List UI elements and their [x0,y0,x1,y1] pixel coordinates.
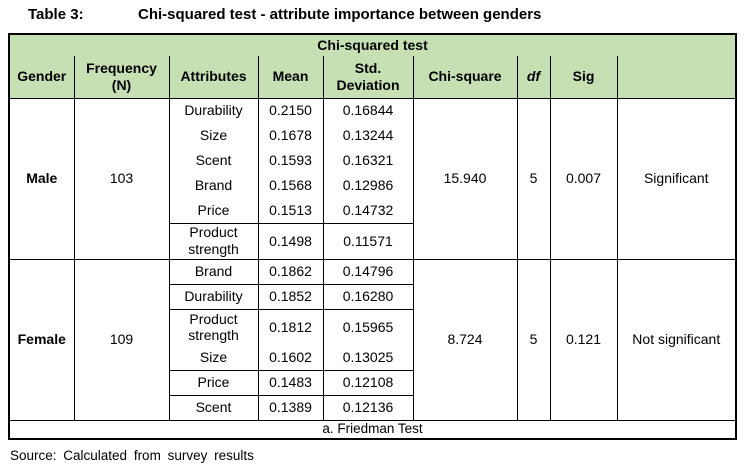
gender-cell: Male [8,98,75,260]
frequency-cell: 109 [73,259,170,421]
std-cell: 0.14796 [322,259,414,285]
std-cell: 0.16321 [322,148,414,173]
std-cell: 0.12986 [322,173,414,198]
frequency-cell: 103 [73,98,170,260]
mean-cell: 0.1678 [257,123,324,148]
attribute-cell: Brand [168,173,259,198]
column-header-sig: Sig [549,56,618,99]
attribute-cell: Size [168,123,259,148]
column-header-gender: Gender [8,56,75,99]
mean-cell: 0.1812 [257,309,324,345]
attribute-cell: Scent [168,395,259,421]
attribute-cell: Brand [168,259,259,285]
attribute-cell: Product strength [168,309,259,345]
sig-cell: 0.007 [549,98,618,260]
std-cell: 0.12136 [322,395,414,421]
chi-square-cell: 8.724 [412,259,518,421]
mean-cell: 0.1602 [257,345,324,371]
std-cell: 0.16844 [322,98,414,123]
std-cell: 0.13244 [322,123,414,148]
df-cell: 5 [516,98,551,260]
std-cell: 0.14732 [322,198,414,224]
column-header-df: df [516,56,551,99]
mean-cell: 0.1513 [257,198,324,224]
mean-cell: 0.1498 [257,223,324,260]
mean-cell: 0.1593 [257,148,324,173]
attribute-cell: Product strength [168,223,259,260]
column-header-frequency: Frequency (N) [73,56,170,99]
result-cell: Significant [616,98,737,260]
source-note: Source: Calculated from survey results [10,448,254,463]
mean-cell: 0.2150 [257,98,324,123]
attribute-cell: Durability [168,284,259,310]
attribute-cell: Price [168,198,259,224]
table-caption-label: Table 3: [28,6,84,23]
mean-cell: 0.1568 [257,173,324,198]
std-cell: 0.16280 [322,284,414,310]
attribute-cell: Size [168,345,259,371]
attribute-cell: Durability [168,98,259,123]
mean-cell: 0.1389 [257,395,324,421]
chi-squared-table: Chi-squared test Gender Frequency (N) At… [8,33,738,440]
column-header-std-deviation: Std. Deviation [322,56,414,99]
std-cell: 0.13025 [322,345,414,371]
column-header-blank [616,56,737,99]
std-cell: 0.15965 [322,309,414,345]
mean-cell: 0.1852 [257,284,324,310]
result-cell: Not significant [616,259,737,421]
mean-cell: 0.1483 [257,370,324,396]
std-cell: 0.11571 [322,223,414,260]
std-cell: 0.12108 [322,370,414,396]
table-caption-title: Chi-squared test - attribute importance … [138,6,542,23]
footnote-cell: a. Friedman Test [9,419,737,439]
attribute-cell: Price [168,370,259,396]
df-cell: 5 [516,259,551,421]
mean-cell: 0.1862 [257,259,324,285]
sig-cell: 0.121 [549,259,618,421]
column-header-mean: Mean [257,56,324,99]
chi-square-cell: 15.940 [412,98,518,260]
attribute-cell: Scent [168,148,259,173]
column-header-chi-square: Chi-square [412,56,518,99]
merged-header-cell: Chi-squared test [9,34,737,56]
column-header-attributes: Attributes [168,56,259,99]
gender-cell: Female [8,259,75,421]
